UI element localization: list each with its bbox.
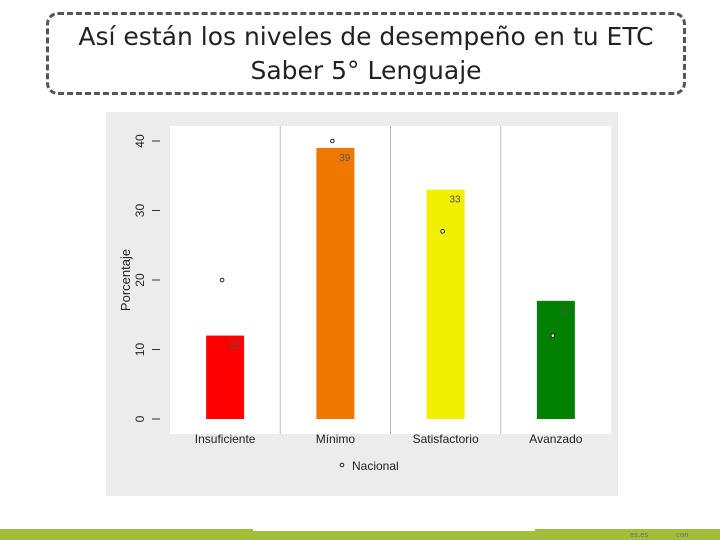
y-tick-label: 20 (133, 273, 147, 287)
bar-chart: 0 10 20 30 40 Porcentaje 12 39 33 17 Insuficiente M… (118, 126, 611, 473)
y-tick-label: 30 (133, 204, 147, 218)
bar-value-label: 33 (450, 195, 462, 206)
bar-value-label: 12 (229, 341, 241, 352)
footer-bar-gap (253, 529, 535, 531)
bar-value-label: 17 (560, 306, 572, 317)
legend-label: Nacional (352, 459, 399, 473)
category-label: Insuficiente (195, 432, 256, 446)
y-tick-label: 40 (133, 134, 147, 148)
bar (536, 300, 575, 419)
nacional-point (219, 277, 225, 283)
chart-panel: 0 10 20 30 40 Porcentaje 12 39 33 17 Insuficiente M… (106, 112, 618, 496)
y-tick-label: 0 (133, 415, 147, 422)
nacional-point (440, 229, 445, 234)
title-box: Así están los niveles de desempeño en tu… (46, 12, 686, 95)
footer-mark-right: con (676, 531, 689, 539)
category-label: Mínimo (316, 432, 356, 446)
slide-title-line-2: Saber 5° Lenguaje (250, 55, 482, 85)
category-label: Satisfactorio (413, 432, 479, 446)
nacional-point (330, 138, 335, 144)
bar (206, 335, 245, 419)
nacional-point (550, 333, 556, 338)
category-label: Avanzado (529, 432, 582, 446)
legend-marker (339, 462, 345, 468)
footer-mark-left: es.es (630, 531, 649, 539)
bar-value-label: 39 (339, 153, 351, 164)
slide-title-line-1: Así están los niveles de desempeño en tu… (78, 21, 654, 51)
y-tick-label: 10 (133, 343, 147, 357)
bar (316, 147, 355, 419)
footer-bar (0, 529, 720, 540)
bar (426, 189, 465, 419)
y-axis-label: Porcentaje (118, 249, 133, 311)
